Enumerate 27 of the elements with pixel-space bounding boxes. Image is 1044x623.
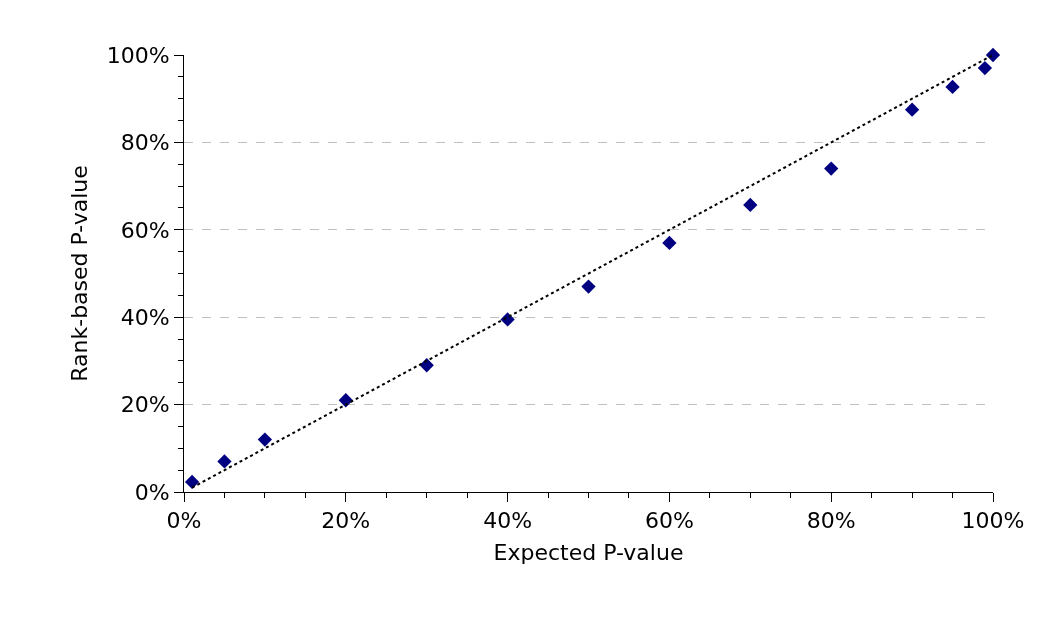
point — [985, 47, 1001, 63]
x-axis-title: Expected P-value — [493, 540, 684, 566]
y-tick-label: 80% — [120, 130, 170, 156]
point — [217, 454, 232, 469]
x-tick-label: 60% — [644, 508, 694, 534]
y-axis-title: Rank-based P-value — [67, 165, 93, 382]
y-tick-label: 20% — [120, 392, 170, 418]
point — [977, 60, 993, 76]
x-tick-label: 20% — [321, 508, 371, 534]
x-tick-label: 40% — [483, 508, 533, 534]
y-tick-label: 40% — [120, 304, 170, 330]
point — [184, 474, 200, 490]
y-tick-label: 60% — [120, 217, 170, 243]
point — [743, 197, 758, 213]
point — [257, 432, 273, 447]
point — [662, 235, 677, 251]
point — [419, 358, 434, 373]
point — [500, 312, 515, 327]
x-tick-label: 100% — [961, 508, 1025, 534]
point — [581, 279, 596, 294]
point — [824, 161, 839, 176]
point — [904, 102, 920, 117]
x-tick-label: 0% — [166, 508, 202, 534]
point — [945, 79, 960, 95]
y-tick-label: 0% — [134, 479, 170, 505]
y-tick-label: 100% — [106, 42, 170, 68]
x-tick-label: 80% — [806, 508, 856, 534]
